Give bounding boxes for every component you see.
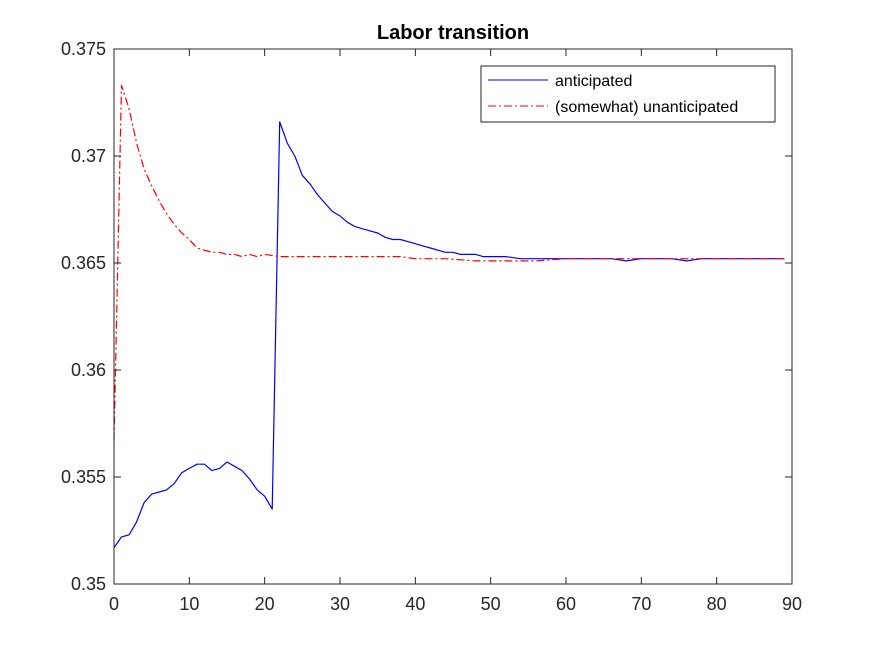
- plot-area: [114, 49, 792, 584]
- y-tick-label: 0.355: [61, 467, 106, 487]
- x-tick-label: 20: [255, 594, 275, 614]
- ticks-layer: 0 10 20 30 40 50 60 70 80 90 0.35 0.355 0.36 0.365 0.3…: [61, 39, 802, 614]
- x-tick-label: 90: [782, 594, 802, 614]
- y-tick-label: 0.375: [61, 39, 106, 59]
- y-tick-label: 0.37: [71, 146, 106, 166]
- x-tick-label: 50: [481, 594, 501, 614]
- legend: anticipated (somewhat) unanticipated: [480, 65, 776, 123]
- x-tick-label: 0: [109, 594, 119, 614]
- legend-label-unanticipated: (somewhat) unanticipated: [555, 99, 738, 116]
- x-tick-label: 40: [405, 594, 425, 614]
- x-tick-label: 80: [707, 594, 727, 614]
- x-tick-label: 60: [556, 594, 576, 614]
- axes-box: [113, 48, 793, 585]
- legend-label-anticipated: anticipated: [555, 73, 632, 90]
- y-tick-label: 0.36: [71, 360, 106, 380]
- x-tick-label: 70: [631, 594, 651, 614]
- x-tick-label: 10: [179, 594, 199, 614]
- series-line-unanticipated: [113, 84, 785, 441]
- legend-box: [480, 65, 776, 123]
- y-tick-label: 0.35: [71, 574, 106, 594]
- chart-title: Labor transition: [377, 22, 529, 44]
- series-line-anticipated: [113, 121, 785, 548]
- series-layer: [113, 84, 785, 548]
- x-tick-label: 30: [330, 594, 350, 614]
- y-tick-label: 0.365: [61, 253, 106, 273]
